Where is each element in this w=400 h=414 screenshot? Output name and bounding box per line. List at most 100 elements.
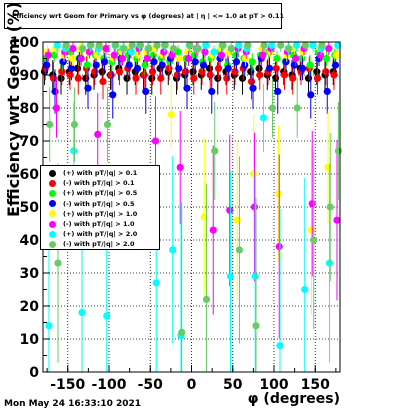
data-point: [140, 71, 148, 79]
data-point: [277, 41, 285, 49]
data-point: [99, 78, 107, 86]
data-point: [109, 91, 117, 99]
legend-label: (+) with pT/|q| > 0.1: [63, 169, 138, 178]
legend-marker: [49, 220, 56, 228]
data-point: [73, 64, 82, 72]
data-point: [74, 74, 82, 82]
data-point: [51, 87, 59, 96]
legend-marker: [49, 200, 56, 208]
data-point: [77, 54, 85, 63]
data-point: [244, 41, 252, 49]
data-point: [298, 64, 307, 72]
data-point: [92, 61, 100, 69]
legend-entry: (-) with pT/|q| > 2.0: [49, 239, 159, 249]
data-point: [125, 61, 133, 69]
data-point: [247, 78, 256, 86]
legend-label: (+) with pT/|q| > 2.0: [63, 230, 138, 239]
data-point: [235, 246, 244, 254]
data-point: [169, 45, 178, 53]
data-point: [235, 41, 243, 49]
data-point: [84, 84, 92, 92]
data-point: [232, 58, 241, 66]
y-tick-label: 30: [20, 266, 40, 282]
y-tick-label: 20: [20, 299, 40, 315]
timestamp: Mon May 24 16:33:10 2021: [4, 399, 142, 409]
data-point: [57, 74, 65, 82]
y-tick-label: 40: [20, 233, 40, 249]
data-point: [91, 68, 99, 76]
data-point: [307, 91, 315, 99]
data-point: [251, 272, 259, 280]
data-point: [268, 41, 276, 49]
data-point: [224, 64, 232, 72]
data-point: [175, 54, 184, 63]
data-point: [308, 200, 316, 208]
data-point: [201, 48, 209, 56]
data-point: [134, 51, 142, 59]
data-point: [272, 64, 280, 72]
data-point: [268, 104, 277, 112]
data-point: [103, 120, 112, 129]
data-point: [322, 54, 331, 63]
y-axis-label: Efficiency wrt Geom (%): [4, 1, 23, 217]
data-point: [43, 61, 51, 69]
data-point: [227, 45, 235, 53]
data-point: [59, 58, 67, 66]
data-point: [70, 147, 78, 155]
data-point: [165, 64, 173, 72]
data-point: [241, 54, 250, 63]
data-point: [289, 74, 297, 82]
data-point: [112, 41, 120, 49]
legend-entry: (-) with pT/|q| > 0.5: [49, 199, 159, 209]
legend-label: (+) with pT/|q| > 1.0: [63, 209, 138, 218]
data-point: [313, 68, 321, 76]
data-point: [273, 54, 281, 63]
data-point: [68, 54, 76, 63]
data-point: [148, 74, 156, 82]
data-point: [293, 104, 301, 112]
data-point: [173, 71, 181, 79]
x-axis-label: φ (degrees): [247, 391, 340, 407]
data-point: [150, 58, 158, 66]
y-tick-label: 10: [20, 332, 40, 348]
data-point: [206, 71, 214, 79]
data-point: [66, 71, 74, 79]
data-point: [148, 68, 157, 76]
data-point: [158, 61, 166, 69]
x-tick-label: -50: [138, 377, 164, 393]
data-point: [333, 216, 341, 224]
legend-label: (-) with pT/|q| > 2.0: [63, 240, 135, 249]
data-point: [153, 41, 161, 49]
data-point: [274, 87, 282, 96]
data-point: [280, 71, 289, 79]
data-point: [256, 71, 264, 79]
data-point: [46, 120, 54, 129]
legend-marker: [49, 189, 56, 197]
data-point: [94, 130, 102, 138]
y-tick-label: 60: [20, 167, 40, 183]
data-point: [132, 74, 140, 82]
data-point: [248, 58, 256, 66]
data-point: [325, 259, 334, 267]
data-point: [301, 285, 309, 294]
data-point: [309, 41, 317, 49]
data-point: [69, 45, 77, 53]
data-point: [62, 41, 70, 49]
legend-label: (-) with pT/|q| > 1.0: [63, 220, 135, 229]
data-point: [259, 114, 268, 122]
data-point: [199, 61, 208, 69]
legend-marker: [49, 210, 56, 218]
data-point: [249, 84, 257, 92]
data-point: [186, 41, 194, 49]
data-point: [292, 41, 301, 49]
data-point: [175, 64, 183, 72]
data-point: [160, 48, 168, 56]
legend-label: (-) with pT/|q| > 0.5: [63, 199, 135, 208]
data-point: [332, 51, 340, 59]
data-point: [252, 322, 260, 330]
data-point: [95, 41, 103, 49]
data-point: [318, 41, 326, 49]
data-point: [214, 64, 223, 72]
y-tick-label: 70: [20, 134, 40, 150]
legend-entry: (-) with pT/|q| > 1.0: [49, 219, 159, 229]
